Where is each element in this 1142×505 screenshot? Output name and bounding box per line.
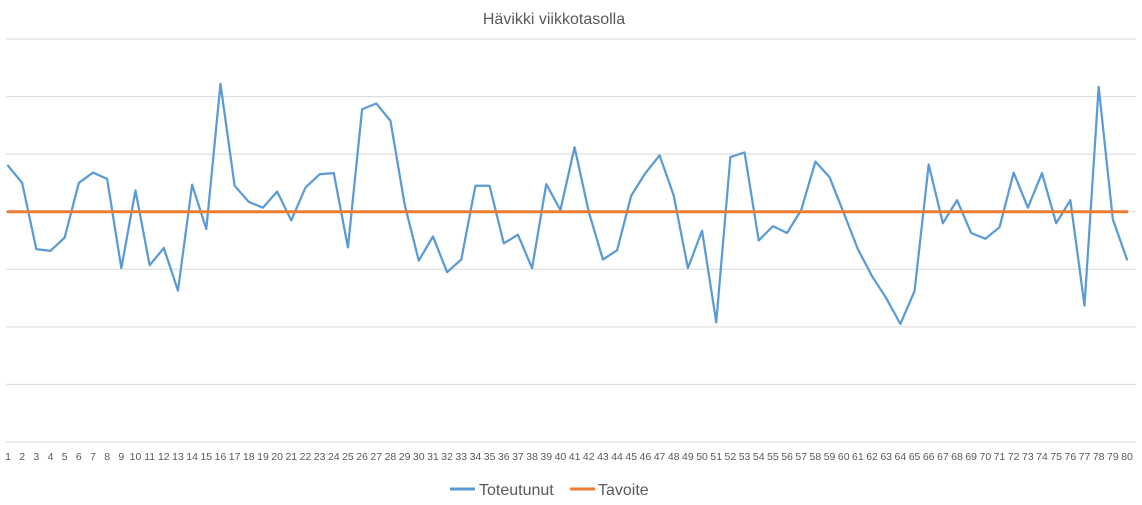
- x-tick-label: 21: [285, 451, 297, 463]
- series-line-toteutunut: [6, 82, 1129, 326]
- x-tick-label: 13: [172, 451, 184, 463]
- x-tick-label: 27: [370, 451, 382, 463]
- x-tick-label: 46: [640, 451, 652, 463]
- x-tick-label: 79: [1107, 451, 1119, 463]
- x-tick-label: 3: [33, 451, 39, 463]
- x-tick-label: 19: [257, 451, 269, 463]
- x-tick-label: 17: [229, 451, 241, 463]
- x-tick-label: 1: [5, 451, 11, 463]
- x-tick-label: 69: [965, 451, 977, 463]
- x-tick-label: 65: [909, 451, 921, 463]
- x-tick-label: 10: [130, 451, 142, 463]
- x-tick-label: 42: [583, 451, 595, 463]
- x-tick-label: 25: [342, 451, 354, 463]
- x-tick-label: 20: [271, 451, 283, 463]
- x-tick-label: 70: [980, 451, 992, 463]
- x-tick-label: 80: [1121, 451, 1133, 463]
- x-tick-label: 4: [48, 451, 54, 463]
- x-axis-tick-labels: 1 2 3 4 5 6 7 8 9 10 11 12 13 14 15 16 17 18 19 20 21 22 23 24 2…: [5, 451, 1133, 463]
- legend-label-toteutunut: Toteutunut: [479, 482, 554, 499]
- x-tick-label: 43: [597, 451, 609, 463]
- x-tick-label: 40: [555, 451, 567, 463]
- x-tick-label: 11: [144, 451, 155, 463]
- x-tick-label: 28: [385, 451, 397, 463]
- x-tick-label: 5: [62, 451, 68, 463]
- x-tick-label: 67: [937, 451, 949, 463]
- x-tick-label: 37: [512, 451, 524, 463]
- x-tick-label: 14: [186, 451, 198, 463]
- chart-title: Hävikki viikkotasolla: [483, 11, 625, 28]
- x-tick-label: 75: [1050, 451, 1062, 463]
- x-tick-label: 53: [739, 451, 751, 463]
- x-tick-label: 12: [158, 451, 170, 463]
- x-tick-label: 22: [300, 451, 312, 463]
- x-tick-label: 51: [710, 451, 722, 463]
- series-layer: [6, 82, 1129, 326]
- x-tick-label: 44: [611, 451, 623, 463]
- x-tick-label: 23: [314, 451, 326, 463]
- x-tick-label: 68: [951, 451, 963, 463]
- x-tick-label: 74: [1036, 451, 1048, 463]
- x-tick-label: 61: [852, 451, 864, 463]
- x-tick-label: 7: [90, 451, 96, 463]
- x-tick-label: 9: [118, 451, 124, 463]
- x-tick-label: 47: [654, 451, 666, 463]
- x-tick-label: 60: [838, 451, 850, 463]
- x-tick-label: 35: [484, 451, 496, 463]
- x-tick-label: 2: [19, 451, 25, 463]
- x-tick-label: 41: [569, 451, 581, 463]
- x-tick-label: 29: [399, 451, 411, 463]
- x-tick-label: 24: [328, 451, 340, 463]
- x-tick-label: 18: [243, 451, 255, 463]
- x-tick-label: 34: [470, 451, 482, 463]
- x-tick-label: 66: [923, 451, 935, 463]
- x-tick-label: 16: [215, 451, 227, 463]
- x-tick-label: 33: [455, 451, 467, 463]
- x-tick-label: 59: [824, 451, 836, 463]
- x-tick-label: 56: [781, 451, 793, 463]
- x-tick-label: 31: [427, 451, 439, 463]
- legend: Toteutunut Tavoite: [450, 482, 649, 499]
- x-tick-label: 77: [1079, 451, 1091, 463]
- x-tick-label: 76: [1064, 451, 1076, 463]
- x-tick-label: 54: [753, 451, 765, 463]
- x-tick-label: 26: [356, 451, 368, 463]
- x-tick-label: 8: [104, 451, 110, 463]
- x-tick-label: 73: [1022, 451, 1034, 463]
- x-tick-label: 50: [696, 451, 708, 463]
- x-tick-label: 62: [866, 451, 878, 463]
- x-tick-label: 6: [76, 451, 82, 463]
- x-tick-label: 38: [526, 451, 538, 463]
- x-tick-label: 39: [540, 451, 552, 463]
- x-tick-label: 58: [810, 451, 822, 463]
- x-tick-label: 72: [1008, 451, 1020, 463]
- legend-label-tavoite: Tavoite: [598, 482, 649, 499]
- x-tick-label: 30: [413, 451, 425, 463]
- x-tick-label: 32: [441, 451, 453, 463]
- x-tick-label: 64: [895, 451, 907, 463]
- x-tick-label: 15: [200, 451, 212, 463]
- x-tick-label: 36: [498, 451, 510, 463]
- x-tick-label: 55: [767, 451, 779, 463]
- x-tick-label: 78: [1093, 451, 1105, 463]
- x-tick-label: 45: [625, 451, 637, 463]
- x-tick-label: 57: [795, 451, 807, 463]
- x-tick-label: 52: [725, 451, 737, 463]
- x-tick-label: 48: [668, 451, 680, 463]
- x-tick-label: 49: [682, 451, 694, 463]
- x-tick-label: 63: [880, 451, 892, 463]
- x-tick-label: 71: [994, 451, 1006, 463]
